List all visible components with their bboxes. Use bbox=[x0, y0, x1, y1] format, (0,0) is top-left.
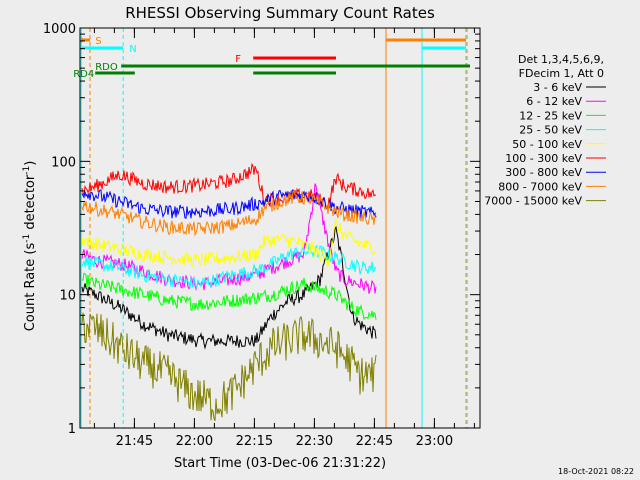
legend-label: 300 - 800 keV bbox=[505, 166, 582, 179]
series-7000-15000-kev bbox=[81, 312, 377, 421]
series-50-100-kev bbox=[81, 218, 377, 269]
series-6-12-kev bbox=[81, 183, 377, 294]
x-tick-label: 22:30 bbox=[296, 434, 333, 449]
x-axis-label: Start Time (03-Dec-06 21:31:22) bbox=[174, 456, 386, 471]
series-800-7000-kev bbox=[81, 190, 377, 237]
y-tick-label: 100 bbox=[51, 155, 76, 170]
footer-date: 18-Oct-2021 08:22 bbox=[558, 467, 634, 476]
legend-label: 50 - 100 keV bbox=[512, 138, 582, 151]
y-tick-label: 10 bbox=[59, 289, 76, 304]
y-label-part1: Count Rate (s bbox=[23, 243, 38, 332]
x-tick-label: 21:45 bbox=[116, 434, 153, 449]
series-25-50-kev bbox=[81, 243, 377, 290]
flag-n-label: N bbox=[129, 44, 136, 55]
legend-label: 25 - 50 keV bbox=[519, 124, 582, 137]
series-12-25-kev bbox=[81, 272, 377, 321]
legend-label: 12 - 25 keV bbox=[519, 109, 582, 122]
legend-label: 3 - 6 keV bbox=[533, 81, 582, 94]
x-tick-label: 22:15 bbox=[236, 434, 273, 449]
legend-label: 800 - 7000 keV bbox=[498, 180, 582, 193]
axes: 1 10 100 1000 21:45 22:00 22:15 22:30 22:45 23:00 bbox=[43, 22, 480, 449]
x-tick-label: 22:00 bbox=[176, 434, 213, 449]
legend-label: 7000 - 15000 keV bbox=[484, 195, 582, 208]
legend-header-line1: Det 1,3,4,5,6,9, bbox=[518, 53, 604, 66]
y-label-part2: detector bbox=[23, 174, 38, 234]
series-3-6-kev bbox=[81, 225, 377, 350]
x-tick-label: 23:00 bbox=[416, 434, 453, 449]
y-tick-label: 1 bbox=[68, 422, 76, 437]
legend-label: 6 - 12 keV bbox=[526, 95, 582, 108]
y-label-part3: ) bbox=[23, 161, 38, 166]
x-tick-label: 22:45 bbox=[356, 434, 393, 449]
flag-rdo-label: RDO bbox=[95, 62, 118, 73]
y-tick-label: 1000 bbox=[43, 22, 76, 37]
flag-f-label: F bbox=[235, 54, 241, 65]
y-label-sup1: -1 bbox=[22, 234, 32, 243]
flag-rd4-label: RD4 bbox=[73, 69, 94, 80]
y-label-sup2: -1 bbox=[22, 166, 32, 175]
flag-s-label: S bbox=[95, 36, 101, 47]
legend-header-line2: FDecim 1, Att 0 bbox=[519, 67, 604, 80]
chart-title: RHESSI Observing Summary Count Rates bbox=[125, 4, 435, 22]
plot-frame bbox=[79, 27, 481, 429]
legend-label: 100 - 300 keV bbox=[505, 152, 582, 165]
y-axis-label: Count Rate (s-1 detector-1) bbox=[22, 161, 38, 332]
flag-s-arrow-icon bbox=[81, 37, 86, 43]
